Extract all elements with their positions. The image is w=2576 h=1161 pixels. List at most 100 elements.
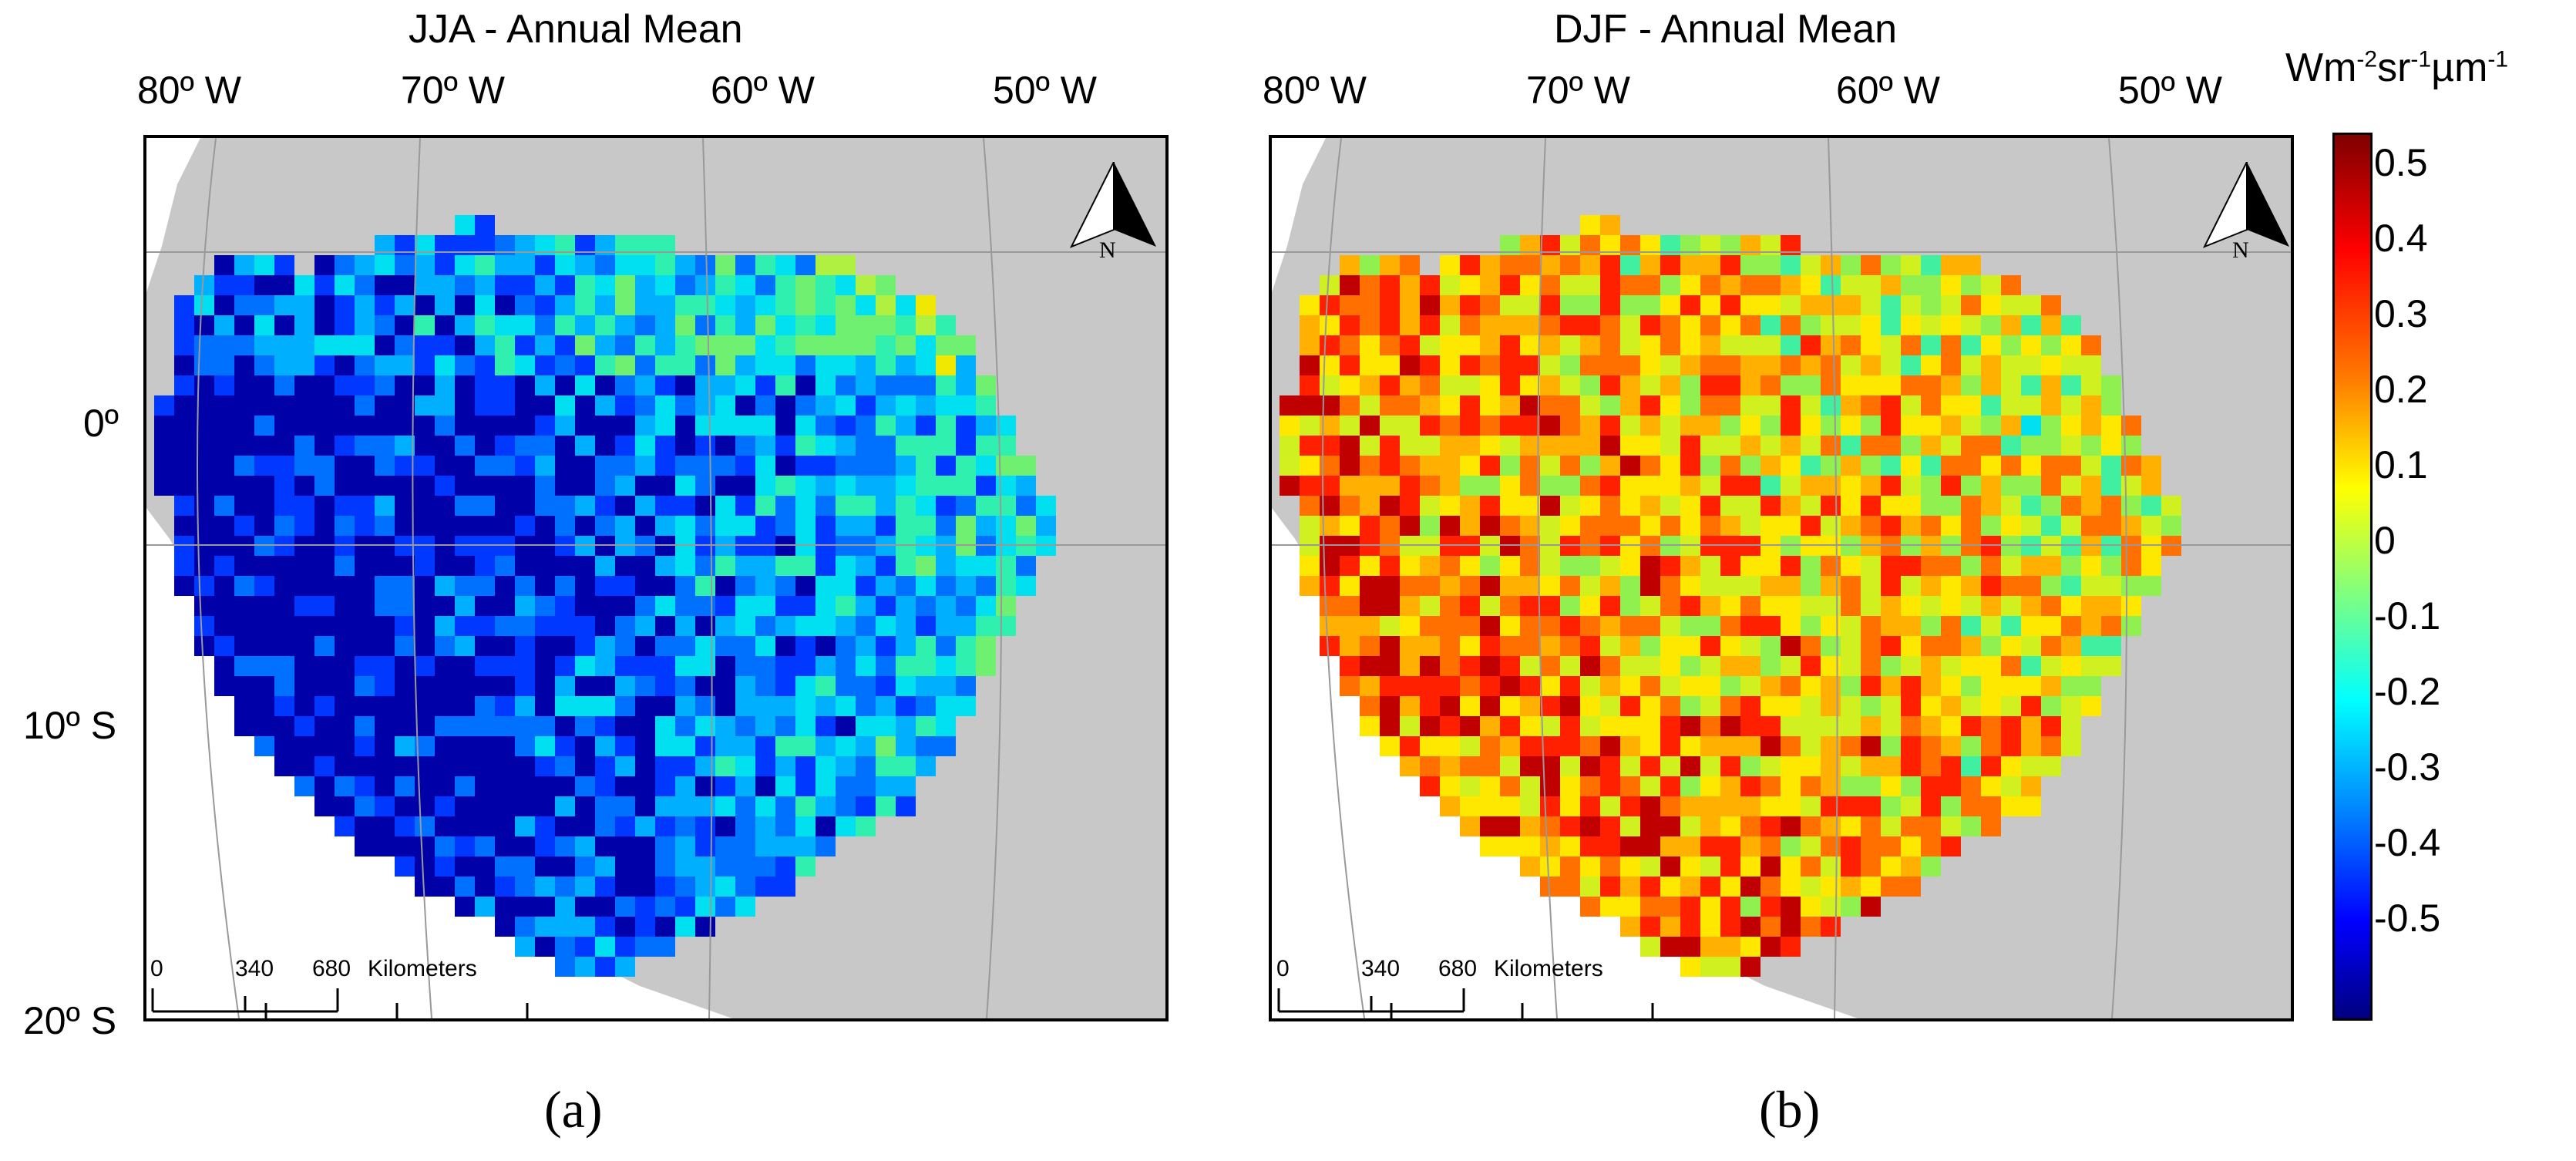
lon-label-60w: 60º W <box>711 69 815 112</box>
grid-cell <box>1841 596 1861 616</box>
grid-cell <box>455 616 475 636</box>
grid-cell <box>455 656 475 676</box>
grid-cell <box>1961 335 1981 355</box>
grid-cell <box>355 395 375 416</box>
grid-cell <box>836 616 856 636</box>
grid-cell <box>1901 776 1921 796</box>
grid-cell <box>1420 355 1440 375</box>
grid-cell <box>735 576 755 596</box>
grid-cell <box>1560 616 1580 636</box>
grid-cell <box>1760 636 1781 656</box>
grid-cell <box>1720 616 1740 636</box>
grid-cell <box>755 796 775 816</box>
grid-cell <box>1740 877 1760 897</box>
grid-cell <box>1620 496 1640 516</box>
panel-title: DJF - Annual Mean <box>1554 7 1898 52</box>
grid-cell <box>655 596 675 616</box>
grid-cell <box>1360 375 1380 395</box>
lon-label-50w: 50º W <box>993 69 1097 112</box>
grid-cell <box>1720 756 1740 776</box>
grid-cell <box>635 436 655 456</box>
grid-cell <box>395 496 415 516</box>
grid-cell <box>1660 676 1680 696</box>
grid-cell <box>234 395 254 416</box>
grid-cell <box>1760 516 1781 536</box>
grid-cell <box>1901 576 1921 596</box>
grid-cell <box>2061 596 2081 616</box>
grid-cell <box>795 375 816 395</box>
grid-cell <box>2121 616 2141 636</box>
grid-cell <box>435 816 455 836</box>
grid-cell <box>475 335 495 355</box>
grid-cell <box>1660 836 1680 856</box>
grid-cell <box>715 295 735 315</box>
grid-cell <box>695 335 715 355</box>
graticule-line <box>1828 138 1838 1018</box>
grid-cell <box>595 937 615 957</box>
grid-cell <box>1640 355 1660 375</box>
grid-cell <box>214 355 234 375</box>
grid-cell <box>735 416 755 436</box>
grid-cell <box>1560 295 1580 315</box>
grid-cell <box>1680 416 1700 436</box>
grid-cell <box>1500 315 1520 335</box>
grid-cell <box>495 676 515 696</box>
grid-cell <box>395 656 415 676</box>
grid-cell <box>234 416 254 436</box>
grid-cell <box>956 335 976 355</box>
grid-cell <box>1460 596 1480 616</box>
grid-cell <box>2041 716 2061 736</box>
grid-cell <box>1881 816 1901 836</box>
grid-cell <box>956 516 976 536</box>
grid-cell <box>435 516 455 536</box>
grid-cell <box>1440 295 1460 315</box>
grid-cell <box>234 436 254 456</box>
grid-cell <box>1520 576 1540 596</box>
grid-cell <box>1420 656 1440 676</box>
grid-cell <box>615 576 635 596</box>
grid-cell <box>274 596 294 616</box>
grid-cell <box>1460 636 1480 656</box>
grid-cell <box>1680 756 1700 776</box>
grid-cell <box>896 736 916 756</box>
grid-cell <box>2101 656 2121 676</box>
grid-cell <box>515 516 535 536</box>
grid-cell <box>475 816 495 836</box>
grid-cell <box>1861 616 1881 636</box>
grid-cell <box>254 716 274 736</box>
grid-cell <box>1580 476 1600 496</box>
grid-cell <box>1600 335 1620 355</box>
grid-cell <box>1760 937 1781 957</box>
grid-cell <box>1016 576 1036 596</box>
grid-cell <box>2141 556 2161 576</box>
grid-cell <box>1781 255 1801 275</box>
grid-cell <box>856 796 876 816</box>
grid-cell <box>154 456 174 476</box>
grid-cell <box>775 355 795 375</box>
grid-cell <box>755 416 775 436</box>
grid-cell <box>856 496 876 516</box>
grid-cell <box>1560 856 1580 877</box>
grid-cell <box>956 375 976 395</box>
grid-cell <box>1841 456 1861 476</box>
grid-cell <box>735 616 755 636</box>
grid-cell <box>655 756 675 776</box>
grid-cell <box>1540 335 1560 355</box>
grid-cell <box>936 596 956 616</box>
grid-cell <box>2041 476 2061 496</box>
grid-cell <box>816 576 836 596</box>
grid-cell <box>555 275 575 295</box>
grid-cell <box>936 656 956 676</box>
grid-cell <box>2001 416 2021 436</box>
grid-cell <box>775 616 795 636</box>
grid-cell <box>1801 496 1821 516</box>
grid-cell <box>475 436 495 456</box>
grid-cell <box>375 796 395 816</box>
grid-cell <box>1340 616 1360 636</box>
grid-cell <box>1841 696 1861 716</box>
anomaly-grid <box>1280 215 2181 977</box>
grid-cell <box>1680 696 1700 716</box>
grid-cell <box>996 596 1016 616</box>
grid-cell <box>435 856 455 877</box>
grid-cell <box>735 796 755 816</box>
